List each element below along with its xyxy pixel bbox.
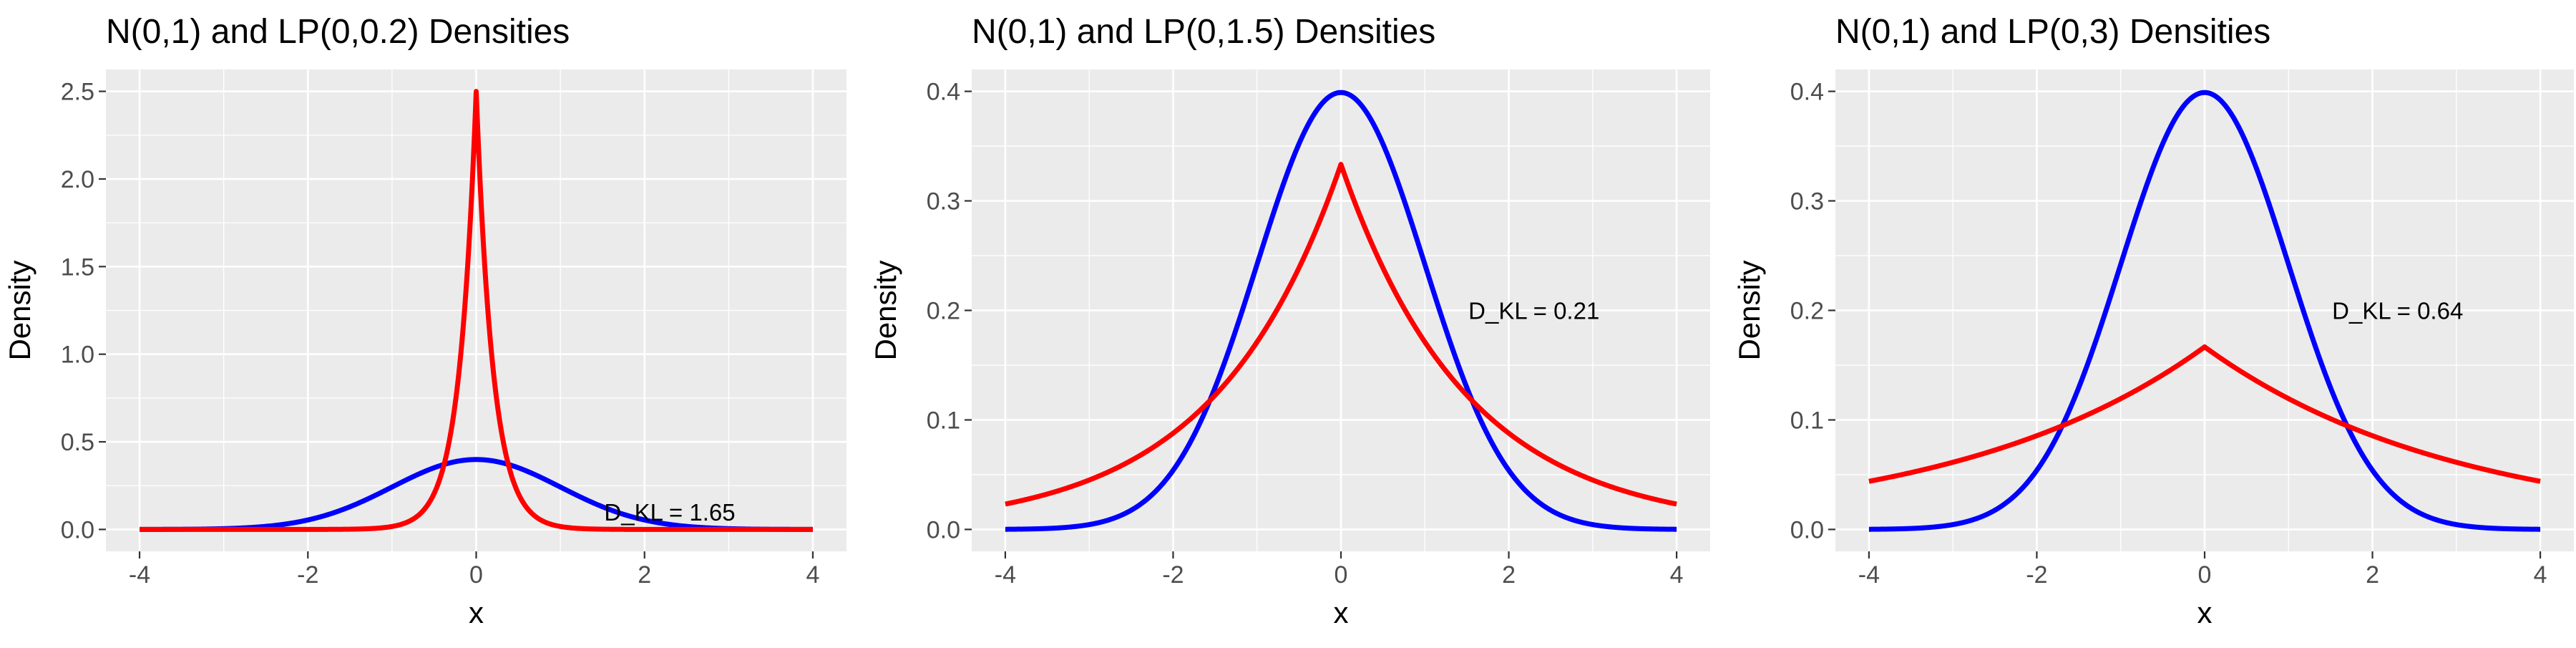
x-axis-title: x xyxy=(2197,596,2212,629)
y-tick-label: 1.5 xyxy=(61,253,94,281)
x-tick-label: -4 xyxy=(995,561,1016,589)
y-tick-label: 0.4 xyxy=(927,79,960,106)
x-tick-label: 2 xyxy=(1502,561,1516,589)
y-tick-label: 0.1 xyxy=(1790,407,1824,434)
y-tick-label: 0.4 xyxy=(1790,79,1824,106)
y-tick-label: 0.0 xyxy=(927,516,960,543)
x-tick-label: 2 xyxy=(2366,561,2379,589)
kl-divergence-label: D_KL = 0.64 xyxy=(2332,298,2463,324)
normal-density-line xyxy=(1867,90,2542,532)
y-axis-title: Density xyxy=(3,260,36,360)
kl-divergence-label: D_KL = 0.21 xyxy=(1468,298,1599,324)
x-tick-label: 0 xyxy=(1335,561,1348,589)
y-tick-label: 0.0 xyxy=(1790,516,1824,543)
kl-divergence-label: D_KL = 1.65 xyxy=(604,499,735,526)
x-tick-label: 4 xyxy=(806,561,819,589)
y-axis-title: Density xyxy=(1732,260,1766,360)
y-tick-label: 0.1 xyxy=(927,407,960,434)
normal-density-line xyxy=(1003,90,1679,532)
x-tick-label: -4 xyxy=(129,561,150,589)
y-tick-label: 0.3 xyxy=(927,188,960,216)
x-tick-label: 4 xyxy=(2534,561,2547,589)
x-tick-label: -2 xyxy=(2026,561,2047,589)
chart-panel-2: -4 -2 0 2 4 0.0 0.1 0.2 0.3 0.4 D_KL = 0.21 N(0,1) … xyxy=(869,13,1710,629)
x-tick-label: -2 xyxy=(297,561,318,589)
x-tick-label: 4 xyxy=(1670,561,1684,589)
x-axis-title: x xyxy=(1334,596,1349,629)
chart-title: N(0,1) and LP(0,3) Densities xyxy=(1835,13,2270,51)
y-tick-label: 2.5 xyxy=(61,79,94,106)
x-tick-label: 2 xyxy=(638,561,651,589)
x-tick-label: 0 xyxy=(2198,561,2212,589)
y-tick-label: 0.2 xyxy=(927,298,960,325)
x-axis-title: x xyxy=(469,596,484,629)
chart-title: N(0,1) and LP(0,0.2) Densities xyxy=(106,13,570,51)
y-tick-label: 2.0 xyxy=(61,166,94,193)
y-tick-label: 0.0 xyxy=(61,516,94,543)
laplace-density-line xyxy=(137,89,815,532)
chart-title: N(0,1) and LP(0,1.5) Densities xyxy=(972,13,1435,51)
y-tick-label: 0.3 xyxy=(1790,188,1824,216)
laplace-density-line xyxy=(1867,344,2542,484)
x-tick-label: 0 xyxy=(469,561,483,589)
x-tick-label: -2 xyxy=(1162,561,1184,589)
chart-panel-3: -4 -2 0 2 4 0.0 0.1 0.2 0.3 0.4 D_KL = 0.64 N(0,1) … xyxy=(1732,13,2574,629)
y-tick-label: 0.2 xyxy=(1790,298,1824,325)
x-tick-label: -4 xyxy=(1858,561,1880,589)
y-tick-label: 0.5 xyxy=(61,429,94,456)
laplace-density-line xyxy=(1003,162,1679,507)
chart-panel-1: -4 -2 0 2 4 0.0 0.5 1.0 1.5 2.0 2.5 D_KL = 1.65 N(0,… xyxy=(3,13,847,629)
y-axis-title: Density xyxy=(869,260,902,360)
y-tick-label: 1.0 xyxy=(61,342,94,369)
